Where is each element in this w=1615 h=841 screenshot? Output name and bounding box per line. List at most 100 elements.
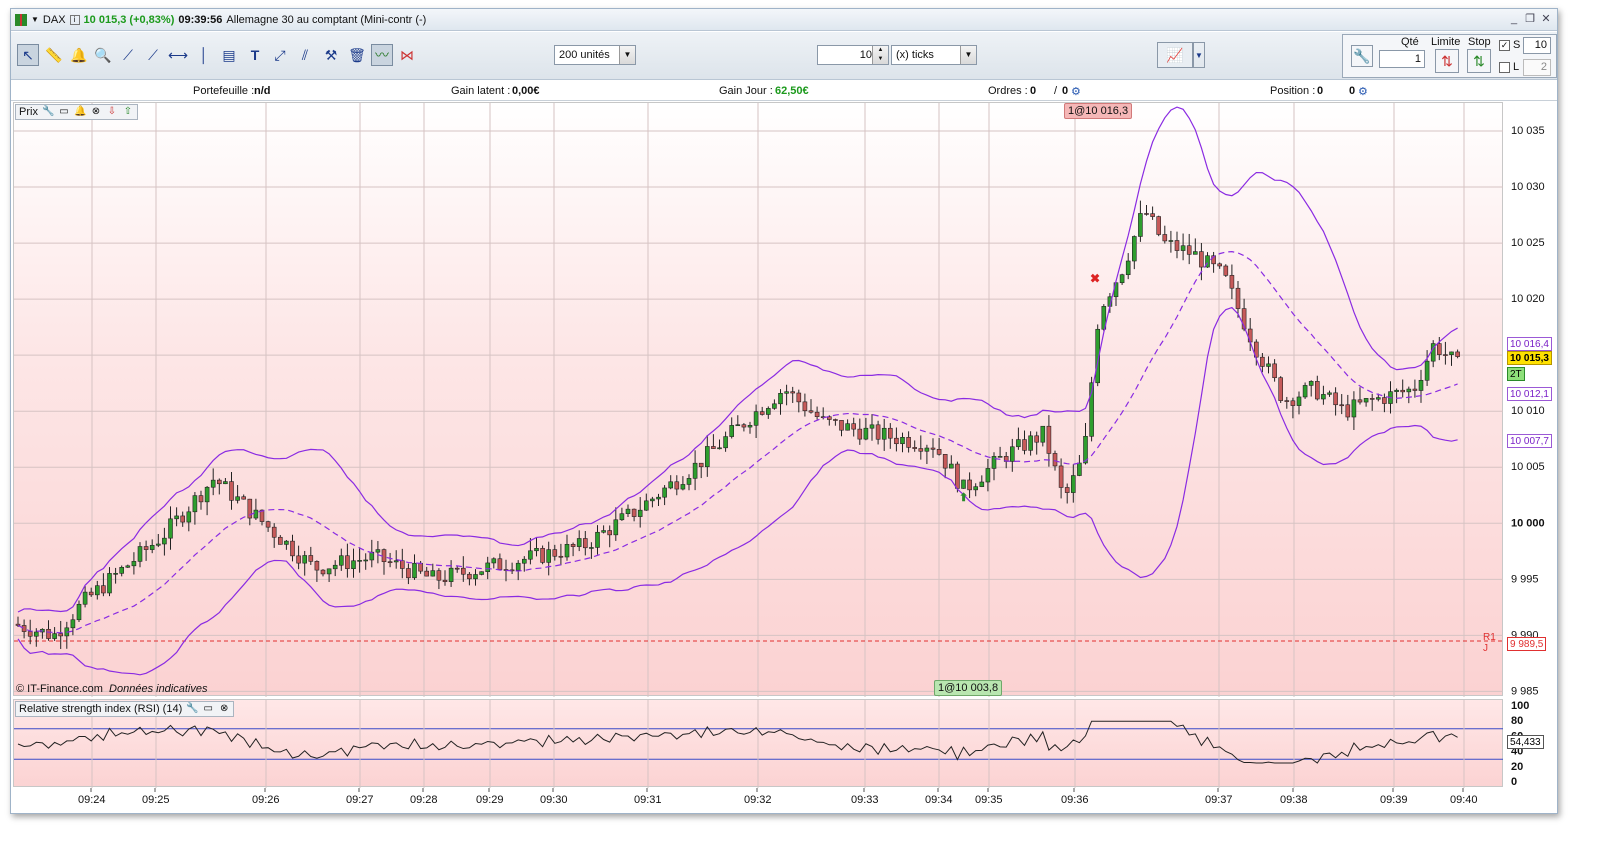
position-gear-icon[interactable]: ⚙ (1358, 86, 1368, 98)
candle-up (753, 411, 759, 426)
alert-bell-icon[interactable]: 🔔 (70, 46, 88, 63)
zoom-icon[interactable]: 🔍 (94, 46, 112, 63)
stop-order-button[interactable]: ⇅ (1467, 49, 1491, 73)
indicator-toggle-icon[interactable]: 〰 (371, 44, 393, 66)
stepper-arrows-icon[interactable]: ▲ ▼ (872, 46, 888, 64)
bollinger-upper (17, 106, 1458, 613)
position-count-b[interactable]: 0 (1349, 85, 1356, 97)
close-button[interactable]: ✕ (1541, 13, 1551, 25)
wrench-icon[interactable]: 🔧 (41, 106, 55, 117)
rsi-panel[interactable]: Relative strength index (RSI) (14) 🔧 ▭ ⊗ (13, 699, 1504, 788)
ruler-tool-icon[interactable]: 📏 (45, 46, 63, 63)
orders-gear-icon[interactable]: ⚙ (1071, 86, 1081, 98)
wrench-icon[interactable]: 🔧 (186, 703, 199, 714)
candle-up (778, 393, 783, 405)
chevron-down-icon[interactable]: ▼ (960, 46, 976, 64)
window-icon[interactable]: ▭ (59, 106, 69, 117)
candle-down (790, 391, 796, 394)
ticks-value-stepper[interactable]: 10 ▲ ▼ (817, 45, 889, 65)
candle-up (1180, 245, 1186, 251)
candle-down (796, 392, 802, 403)
time-tick-label: 09:35 (975, 794, 1003, 806)
tools-icon[interactable]: ⚒ (324, 46, 338, 63)
candle-up (613, 519, 619, 536)
trade-marker-bottom[interactable]: 1@10 003,8 (934, 680, 1003, 696)
vertical-line-icon[interactable]: │ (199, 47, 209, 63)
trash-icon[interactable]: 🗑 (348, 46, 366, 63)
last-price-tag: 10 015,3 (1507, 351, 1552, 365)
time-tick-label: 09:34 (925, 794, 953, 806)
maximize-button[interactable]: ❐ (1525, 13, 1535, 25)
candle-up (619, 513, 625, 521)
price-panel[interactable]: ✖ ⬆ Prix 🔧 ▭ 🔔 ⊗ ⇩ ⇧ © IT-Finance.com Don… (13, 102, 1504, 697)
orders-count-b[interactable]: 0 (1062, 85, 1069, 97)
candle-down (808, 410, 814, 413)
candle-down (1369, 398, 1375, 400)
candle-down (27, 631, 33, 637)
candle-down (839, 420, 844, 431)
chevron-down-icon[interactable]: ▼ (619, 46, 635, 64)
text-tool-icon[interactable]: T (250, 47, 260, 63)
info-icon[interactable]: i (69, 14, 80, 25)
candle-up (1363, 398, 1369, 403)
orders-sep: / (1054, 85, 1058, 97)
candle-down (241, 496, 246, 500)
candle-up (1424, 360, 1430, 381)
candle-down (1437, 343, 1442, 355)
candle-up (174, 515, 179, 520)
position-count-a[interactable]: 0 (1317, 85, 1324, 97)
ticks-unit-value: (x) ticks (896, 49, 934, 61)
window-icon[interactable]: ▭ (203, 703, 213, 714)
price-change: 10 015,3 (+0,83%) (83, 13, 175, 26)
candle-up (1296, 396, 1302, 406)
zigzag-icon[interactable]: ⋈ (400, 46, 414, 63)
alert-icon[interactable]: 🔔 (73, 106, 87, 117)
candle-down (1022, 439, 1027, 451)
trade-marker-top[interactable]: 1@10 016,3 (1064, 103, 1133, 119)
price-chart[interactable]: ✖⬆ (14, 103, 1504, 697)
candle-down (1315, 381, 1320, 400)
candle-down (1412, 388, 1418, 391)
fibonacci-icon[interactable]: ▤ (222, 46, 236, 63)
move-up-icon[interactable]: ⇧ (123, 106, 133, 117)
rsi-chart[interactable] (14, 700, 1504, 788)
settings-wrench-icon[interactable]: 🔧 (1351, 45, 1373, 67)
horizontal-line-icon[interactable]: ⟷ (167, 46, 189, 63)
price-tick-label: 9 995 (1511, 573, 1539, 585)
candle-up (70, 619, 76, 629)
units-select[interactable]: 200 unités ▼ (554, 45, 636, 65)
candle-down (1235, 287, 1241, 309)
price-tick-label: 10 000 (1511, 517, 1545, 529)
candle-up (662, 487, 667, 498)
ray-tool-icon[interactable]: ⟋ (148, 46, 158, 63)
orders-count-a[interactable]: 0 (1030, 85, 1037, 97)
pointer-tool-icon[interactable]: ↖ (17, 44, 39, 66)
candle-down (936, 449, 942, 455)
line-tool-icon[interactable]: ⟋ (123, 46, 133, 63)
ticker-dropdown[interactable]: ▼ (31, 15, 39, 24)
candle-down (833, 419, 838, 421)
s-input[interactable]: 10 (1523, 37, 1551, 54)
channel-tool-icon[interactable]: ⤢ (274, 46, 286, 63)
move-down-icon[interactable]: ⇩ (107, 106, 117, 117)
candle-up (1302, 385, 1308, 398)
chart-style-dropdown[interactable]: ▼ (1193, 42, 1205, 68)
time-tick-label: 09:38 (1280, 794, 1308, 806)
l-checkbox[interactable] (1499, 62, 1510, 73)
limit-order-button[interactable]: ⇅ (1435, 49, 1459, 73)
candle-up (82, 591, 88, 605)
candle-down (1278, 377, 1283, 401)
ticks-unit-select[interactable]: (x) ticks ▼ (891, 45, 977, 65)
close-panel-icon[interactable]: ⊗ (91, 106, 101, 117)
candle-down (442, 579, 448, 582)
close-panel-icon[interactable]: ⊗ (220, 703, 229, 714)
candle-down (607, 530, 613, 536)
s-checkbox[interactable]: ✓ (1499, 40, 1510, 51)
qty-input[interactable]: 1 (1379, 50, 1425, 68)
candle-down (552, 549, 558, 557)
l-input[interactable]: 2 (1523, 59, 1551, 76)
parallel-lines-icon[interactable]: ⫽ (301, 46, 309, 63)
chart-style-button[interactable]: 📈 (1157, 42, 1193, 68)
minimize-button[interactable]: _ (1510, 13, 1518, 25)
